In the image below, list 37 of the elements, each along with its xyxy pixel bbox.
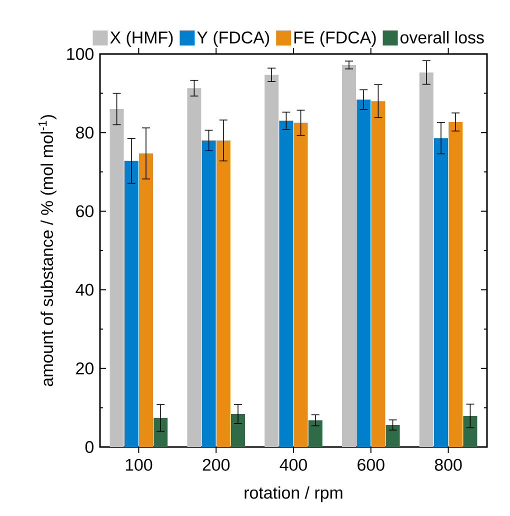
x-tick-label: 400 [280, 458, 307, 471]
y-tick-label: 60 [76, 205, 94, 218]
legend-label: Y (FDCA) [197, 31, 270, 47]
bar [294, 122, 308, 447]
legend-label: FE (FDCA) [294, 31, 376, 47]
legend-label: X (HMF) [110, 31, 173, 47]
bar [139, 153, 153, 447]
bar [371, 101, 386, 447]
bar [419, 72, 434, 447]
bar [202, 140, 216, 447]
bar [110, 109, 124, 447]
bar [356, 100, 371, 447]
y-axis-title: amount of substance / % (mol mol$^{-1}$) [38, 115, 56, 386]
bar [230, 414, 245, 447]
bar [434, 138, 448, 447]
x-tick-label: 200 [202, 458, 230, 471]
y-tick-label: 100 [67, 48, 94, 60]
bar [386, 424, 400, 447]
y-tick-label: 0 [85, 440, 94, 453]
bar [463, 416, 478, 447]
bar [187, 88, 202, 447]
bar [264, 74, 279, 447]
bar [448, 122, 463, 447]
legend-label: overall loss [400, 31, 484, 44]
y-tick-label: 20 [76, 362, 94, 374]
x-tick-label: 800 [434, 458, 462, 471]
bar [308, 420, 322, 447]
bar [279, 120, 294, 447]
y-tick-label: 40 [76, 284, 94, 296]
x-tick-label: 100 [126, 458, 152, 471]
y-tick-label: 80 [76, 126, 94, 139]
bar [154, 418, 168, 447]
bar [342, 64, 356, 447]
bar [216, 140, 230, 447]
bar [124, 160, 138, 447]
x-tick-label: 600 [358, 458, 384, 471]
x-axis-title: rotation / rpm [244, 486, 342, 502]
